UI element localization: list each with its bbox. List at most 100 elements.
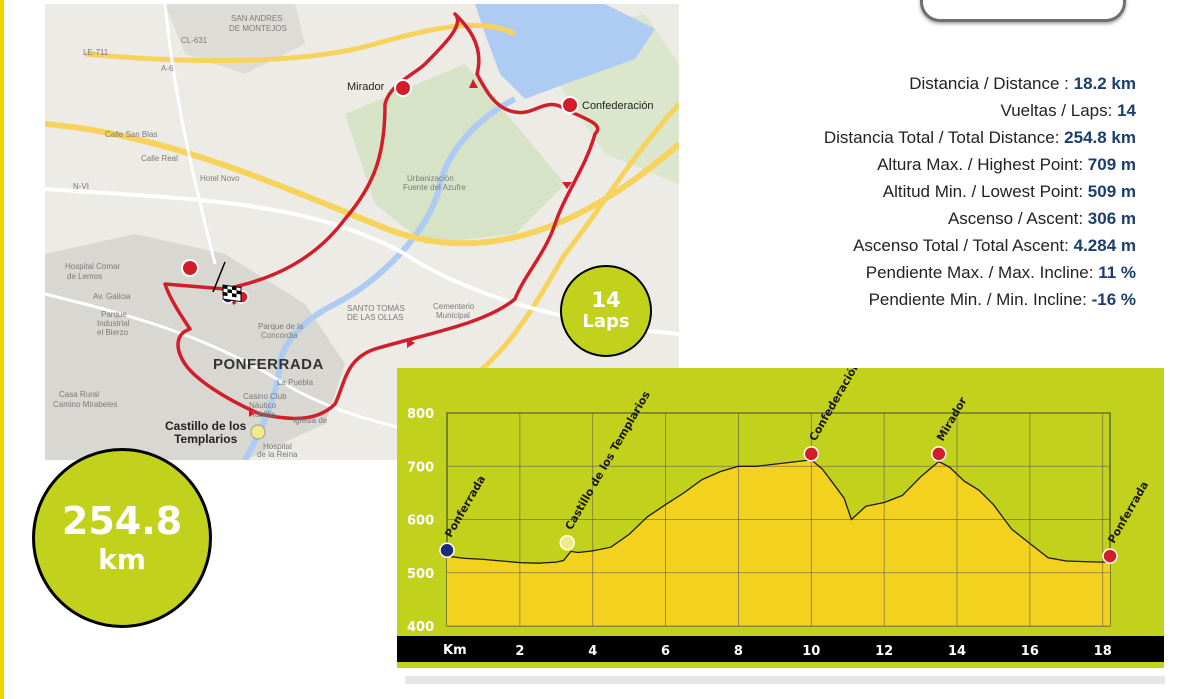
map-label-a6: A-6 [161,64,174,73]
stat-value: 509 m [1087,182,1136,201]
map-label-parque-concordia-1: Parque de la [258,322,304,331]
stat-value: 18.2 km [1073,74,1136,93]
map-label-parque-concordia-2: Concordia [261,331,298,340]
map-label-castillo: Castillo de los Templarios [165,420,246,446]
castle-icon [559,535,575,551]
stat-label: Pendiente Min. / Min. Incline: [868,290,1092,309]
stat-value: 306 m [1087,209,1136,228]
map-label-parque-1: Parque [101,310,127,319]
km-axis-band [397,636,1164,662]
elevation-line [446,459,1110,564]
route-arrow-east [562,182,572,189]
elevation-area [447,459,1110,626]
stat-label: Altitud Min. / Lowest Point: [882,182,1088,201]
mirador-marker[interactable] [394,79,412,97]
laps-badge-number: 14 [591,288,621,312]
map-label-casino-1: Casino Club [243,392,287,401]
map-label-castillo-line1: Castillo de los [165,419,247,433]
x-tick-label: 12 [875,644,893,659]
stat-label: Ascenso Total / Total Ascent: [853,236,1074,255]
x-tick-label: 16 [1021,644,1039,659]
map-label-santo-tomas-1: SANTO TOMÁS [347,304,405,313]
profile-shadow [405,676,1165,684]
laps-badge-label: Laps [582,311,630,332]
map-label-la-puebla: La Puebla [277,378,314,387]
y-tick-label: 800 [407,407,434,422]
map-label-calle-real: Calle Real [141,154,178,163]
start-icon [439,542,455,558]
map-label-casino-3: Tablilla [251,410,276,419]
stat-label: Distancia / Distance : [909,74,1074,93]
map-label-cl631: CL-631 [181,36,208,45]
map-label-av-galicia: Av. Galicia [93,292,131,301]
y-tick-label: 600 [407,514,434,529]
stat-value: 14 [1117,101,1136,120]
x-tick-label: 18 [1094,644,1112,659]
stat-label: Altura Max. / Highest Point: [877,155,1088,174]
stat-value: 11 % [1098,263,1136,282]
y-tick-label: 500 [407,567,434,582]
stat-value: 254.8 km [1064,128,1136,147]
stat-label: Distancia Total / Total Distance: [823,128,1065,147]
map-label-n-vi: N-VI [73,182,89,191]
route-stats: Distancia / Distance : 18.2 km Vueltas /… [824,70,1136,313]
stat-total-ascent: Ascenso Total / Total Ascent: 4.284 m [824,232,1136,259]
map-label-castillo-line2: Templarios [174,432,238,446]
map-label-parque-2: Industrial [97,319,130,328]
route-marker-west[interactable] [181,259,199,277]
stat-laps: Vueltas / Laps: 14 [824,97,1136,124]
stat-value: -16 % [1091,290,1136,309]
map-label-casa-rural: Casa Rural [59,390,100,399]
left-accent-bar [0,0,4,699]
confederacion-marker[interactable] [561,96,579,114]
total-distance-unit: km [98,543,146,576]
road-local-2 [45,292,466,446]
map-label-cementerio-1: Cementerio [433,302,475,311]
route-map[interactable]: SAN ANDRES DE MONTEJOS LE-711 CL-631 A-6… [45,4,679,460]
y-tick-label: 400 [407,620,434,635]
map-label-camino: Camino Mirabeles [53,400,118,409]
river [242,96,517,460]
stat-label: Ascenso / Ascent: [947,209,1088,228]
map-label-le711: LE-711 [83,48,109,57]
map-label-san-andres: SAN ANDRES [231,14,283,23]
map-label-hospital-reina-2: de la Reina [257,450,298,459]
stat-label: Vueltas / Laps: [1000,101,1118,120]
map-label-urbanizacion-2: Fuente del Azufre [403,183,466,192]
map-label-ponferrada: PONFERRADA [213,356,324,373]
checkered-flag-icon [212,261,242,303]
castle-marker[interactable] [250,424,266,440]
stat-distance: Distancia / Distance : 18.2 km [824,70,1136,97]
stat-value: 4.284 m [1073,236,1136,255]
map-label-hospital-1: Hospital Comar [65,262,121,271]
route-arrow-castle [249,407,257,417]
laps-badge: 14 Laps [560,265,652,357]
finish-icon [1102,548,1118,564]
y-tick-label: 700 [407,460,434,475]
map-label-iglesia: Iglesia de [293,416,328,425]
map-label-mirador: Mirador [347,81,385,93]
x-tick-label: 6 [661,644,670,659]
x-tick-label: 8 [734,644,743,659]
map-label-hospital-reina-1: Hospital [263,442,292,451]
highway-a6 [45,121,679,247]
map-label-de-montejos: DE MONTEJOS [229,24,287,33]
map-label-calle-san-blas: Calle San Blas [105,130,158,139]
top-tab-button[interactable] [920,0,1126,22]
highway-east [463,102,679,386]
map-label-hotel-novo: Hotel Novo [200,174,240,183]
map-label-confederacion: Confederación [582,100,654,112]
elevation-profile: 400 500 600 700 800 Km 2 4 6 8 10 12 14 16 18 Ponferrad… [397,359,1164,668]
total-distance-badge: 254.8 km [32,448,212,628]
x-tick-label: 4 [588,644,597,659]
x-tick-label: 2 [515,644,524,659]
map-canvas [45,4,679,460]
x-tick-label: 10 [802,644,820,659]
x-tick-label: 14 [948,644,966,659]
stat-max-incline: Pendiente Max. / Max. Incline: 11 % [824,259,1136,286]
stat-min-incline: Pendiente Min. / Min. Incline: -16 % [824,286,1136,313]
stat-label: Pendiente Max. / Max. Incline: [865,263,1099,282]
map-label-hospital-2: de Lemos [67,272,103,281]
map-label-santo-tomas-2: DE LAS OLLAS [347,313,404,322]
